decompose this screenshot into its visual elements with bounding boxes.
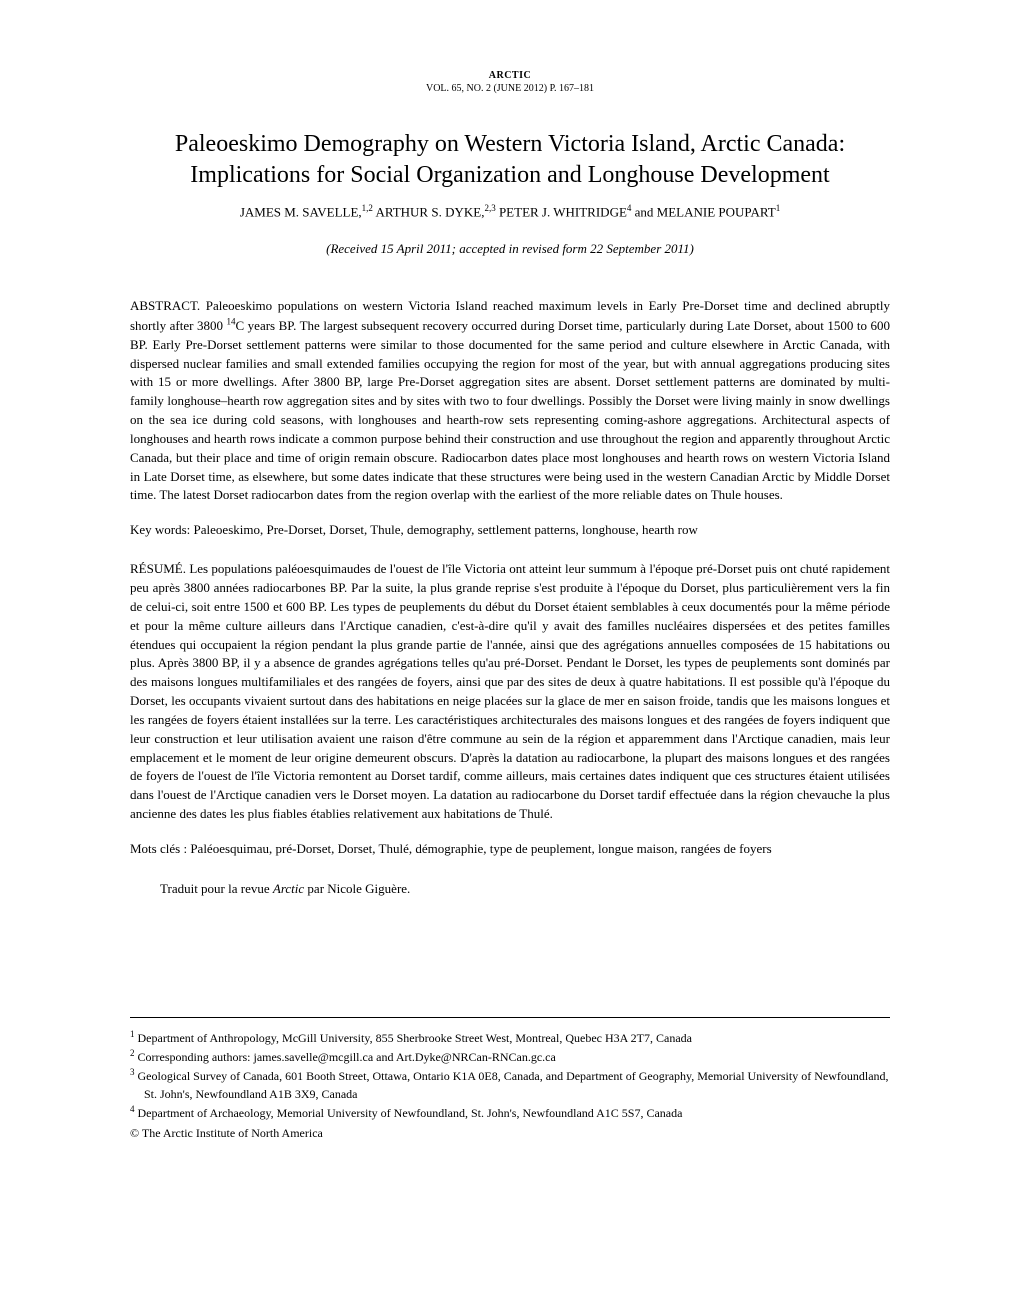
authors: JAMES M. SAVELLE,1,2 ARTHUR S. DYKE,2,3 … [130, 203, 890, 220]
journal-name: ARCTIC [130, 70, 890, 81]
article-title: Paleoeskimo Demography on Western Victor… [130, 129, 890, 191]
copyright: © The Arctic Institute of North America [130, 1126, 890, 1141]
translation-credit: Traduit pour la revue Arctic par Nicole … [160, 881, 890, 897]
title-line-2: Implications for Social Organization and… [190, 162, 829, 188]
traduit-prefix: Traduit pour la revue [160, 881, 273, 896]
title-line-1: Paleoeskimo Demography on Western Victor… [175, 131, 845, 157]
abstract-text: Paleoeskimo populations on western Victo… [130, 298, 890, 503]
resume-label: RÉSUMÉ. [130, 561, 189, 576]
abstract: ABSTRACT. Paleoeskimo populations on wes… [130, 297, 890, 506]
traduit-suffix: par Nicole Giguère. [304, 881, 410, 896]
received-dates: (Received 15 April 2011; accepted in rev… [130, 241, 890, 257]
footnote-rule [130, 1017, 890, 1018]
resume: RÉSUMÉ. Les populations paléoesquimaudes… [130, 560, 890, 824]
motscles-label: Mots clés : [130, 841, 190, 856]
mots-cles: Mots clés : Paléoesquimau, pré-Dorset, D… [130, 840, 890, 859]
footnote-4: 4 Department of Archaeology, Memorial Un… [130, 1103, 890, 1122]
footnote-3: 3 Geological Survey of Canada, 601 Booth… [130, 1066, 890, 1103]
journal-issue: VOL. 65, NO. 2 (JUNE 2012) P. 167–181 [130, 83, 890, 94]
footnotes: 1 Department of Anthropology, McGill Uni… [130, 1028, 890, 1122]
keywords: Key words: Paleoeskimo, Pre-Dorset, Dors… [130, 521, 890, 540]
keywords-label: Key words: [130, 522, 194, 537]
abstract-label: ABSTRACT. [130, 298, 206, 313]
motscles-text: Paléoesquimau, pré-Dorset, Dorset, Thulé… [190, 841, 771, 856]
resume-text: Les populations paléoesquimaudes de l'ou… [130, 561, 890, 821]
keywords-text: Paleoeskimo, Pre-Dorset, Dorset, Thule, … [194, 522, 698, 537]
traduit-journal: Arctic [273, 881, 304, 896]
footnote-1: 1 Department of Anthropology, McGill Uni… [130, 1028, 890, 1047]
journal-header: ARCTIC VOL. 65, NO. 2 (JUNE 2012) P. 167… [130, 70, 890, 94]
footnote-2: 2 Corresponding authors: james.savelle@m… [130, 1047, 890, 1066]
